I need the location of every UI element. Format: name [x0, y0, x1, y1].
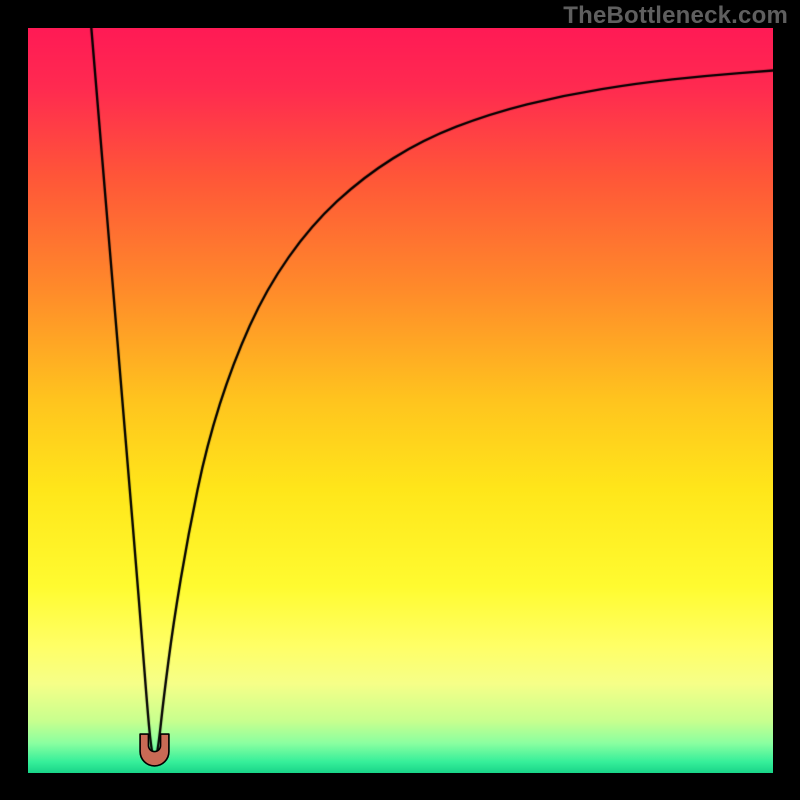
plot-area	[28, 28, 773, 773]
bottleneck-curve	[28, 28, 773, 773]
chart-container: TheBottleneck.com	[0, 0, 800, 800]
watermark-text: TheBottleneck.com	[563, 2, 788, 30]
